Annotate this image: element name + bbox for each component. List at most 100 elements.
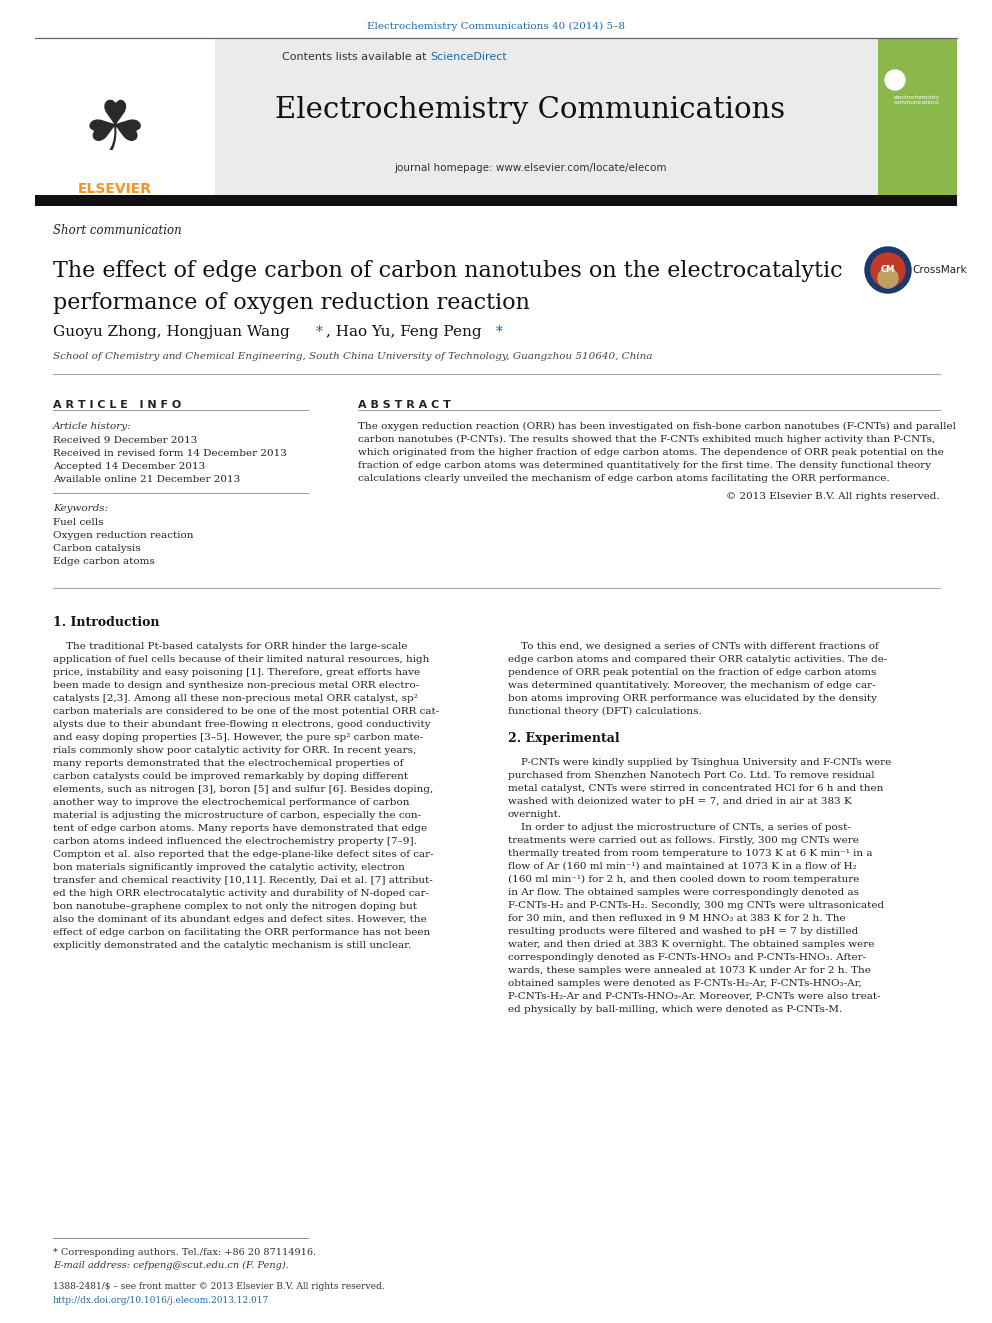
Text: in Ar flow. The obtained samples were correspondingly denoted as: in Ar flow. The obtained samples were co… [508, 888, 859, 897]
Circle shape [885, 70, 905, 90]
Text: ☘: ☘ [84, 97, 146, 164]
Text: P-CNTs-H₂-Ar and P-CNTs-HNO₃-Ar. Moreover, P-CNTs were also treat-: P-CNTs-H₂-Ar and P-CNTs-HNO₃-Ar. Moreove… [508, 992, 881, 1002]
Text: To this end, we designed a series of CNTs with different fractions of: To this end, we designed a series of CNT… [508, 642, 879, 651]
Text: CrossMark: CrossMark [912, 265, 966, 275]
Text: wards, these samples were annealed at 1073 K under Ar for 2 h. The: wards, these samples were annealed at 10… [508, 966, 871, 975]
Text: tent of edge carbon atoms. Many reports have demonstrated that edge: tent of edge carbon atoms. Many reports … [53, 824, 428, 833]
Text: * Corresponding authors. Tel./fax: +86 20 87114916.: * Corresponding authors. Tel./fax: +86 2… [53, 1248, 316, 1257]
Text: elements, such as nitrogen [3], boron [5] and sulfur [6]. Besides doping,: elements, such as nitrogen [3], boron [5… [53, 785, 434, 794]
Text: carbon atoms indeed influenced the electrochemistry property [7–9].: carbon atoms indeed influenced the elect… [53, 837, 417, 845]
Text: price, instability and easy poisoning [1]. Therefore, great efforts have: price, instability and easy poisoning [1… [53, 668, 421, 677]
Text: resulting products were filtered and washed to pH = 7 by distilled: resulting products were filtered and was… [508, 927, 858, 935]
Text: *: * [496, 325, 503, 339]
Text: functional theory (DFT) calculations.: functional theory (DFT) calculations. [508, 706, 701, 716]
Text: been made to design and synthesize non-precious metal ORR electro-: been made to design and synthesize non-p… [53, 681, 420, 691]
Text: also the dominant of its abundant edges and defect sites. However, the: also the dominant of its abundant edges … [53, 916, 427, 923]
Text: edge carbon atoms and compared their ORR catalytic activities. The de-: edge carbon atoms and compared their ORR… [508, 655, 888, 664]
Text: The effect of edge carbon of carbon nanotubes on the electrocatalytic: The effect of edge carbon of carbon nano… [53, 261, 842, 282]
Circle shape [865, 247, 911, 292]
Text: Guoyu Zhong, Hongjuan Wang: Guoyu Zhong, Hongjuan Wang [53, 325, 295, 339]
Text: Received in revised form 14 December 2013: Received in revised form 14 December 201… [53, 448, 287, 458]
Text: performance of oxygen reduction reaction: performance of oxygen reduction reaction [53, 292, 530, 314]
Bar [35, 38, 957, 194]
Text: The oxygen reduction reaction (ORR) has been investigated on fish-bone carbon na: The oxygen reduction reaction (ORR) has … [358, 422, 956, 431]
Text: Received 9 December 2013: Received 9 December 2013 [53, 437, 197, 445]
Text: © 2013 Elsevier B.V. All rights reserved.: © 2013 Elsevier B.V. All rights reserved… [726, 492, 940, 501]
Text: effect of edge carbon on facilitating the ORR performance has not been: effect of edge carbon on facilitating th… [53, 927, 431, 937]
Text: School of Chemistry and Chemical Engineering, South China University of Technolo: School of Chemistry and Chemical Enginee… [53, 352, 653, 361]
Text: bon atoms improving ORR performance was elucidated by the density: bon atoms improving ORR performance was … [508, 695, 877, 703]
Text: purchased from Shenzhen Nanotech Port Co. Ltd. To remove residual: purchased from Shenzhen Nanotech Port Co… [508, 771, 875, 781]
Text: carbon catalysts could be improved remarkably by doping different: carbon catalysts could be improved remar… [53, 773, 408, 781]
Text: Fuel cells: Fuel cells [53, 519, 103, 527]
Text: 1. Introduction: 1. Introduction [53, 617, 160, 628]
Text: bon nanotube–graphene complex to not only the nitrogen doping but: bon nanotube–graphene complex to not onl… [53, 902, 417, 912]
Text: 1388-2481/$ – see front matter © 2013 Elsevier B.V. All rights reserved.: 1388-2481/$ – see front matter © 2013 El… [53, 1282, 385, 1291]
Text: Compton et al. also reported that the edge-plane-like defect sites of car-: Compton et al. also reported that the ed… [53, 849, 434, 859]
Text: washed with deionized water to pH = 7, and dried in air at 383 K: washed with deionized water to pH = 7, a… [508, 796, 852, 806]
Text: Accepted 14 December 2013: Accepted 14 December 2013 [53, 462, 205, 471]
Text: carbon materials are considered to be one of the most potential ORR cat-: carbon materials are considered to be on… [53, 706, 439, 716]
Text: obtained samples were denoted as F-CNTs-H₂-Ar, F-CNTs-HNO₃-Ar,: obtained samples were denoted as F-CNTs-… [508, 979, 862, 988]
Text: bon materials significantly improved the catalytic activity, electron: bon materials significantly improved the… [53, 863, 405, 872]
Text: thermally treated from room temperature to 1073 K at 6 K min⁻¹ in a: thermally treated from room temperature … [508, 849, 873, 859]
Text: transfer and chemical reactivity [10,11]. Recently, Dai et al. [7] attribut-: transfer and chemical reactivity [10,11]… [53, 876, 433, 885]
Text: which originated from the higher fraction of edge carbon atoms. The dependence o: which originated from the higher fractio… [358, 448, 943, 456]
Text: 2. Experimental: 2. Experimental [508, 732, 620, 745]
Text: for 30 min, and then refluxed in 9 M HNO₃ at 383 K for 2 h. The: for 30 min, and then refluxed in 9 M HNO… [508, 914, 845, 923]
Text: A R T I C L E   I N F O: A R T I C L E I N F O [53, 400, 182, 410]
Circle shape [871, 253, 905, 287]
Text: CM: CM [881, 266, 895, 274]
Text: (160 ml min⁻¹) for 2 h, and then cooled down to room temperature: (160 ml min⁻¹) for 2 h, and then cooled … [508, 875, 859, 884]
Text: Electrochemistry Communications 40 (2014) 5–8: Electrochemistry Communications 40 (2014… [367, 22, 625, 32]
Text: Electrochemistry Communications: Electrochemistry Communications [275, 97, 785, 124]
Bar [35, 38, 215, 194]
Text: Edge carbon atoms: Edge carbon atoms [53, 557, 155, 566]
Text: , Hao Yu, Feng Peng: , Hao Yu, Feng Peng [326, 325, 486, 339]
Text: ELSEVIER: ELSEVIER [78, 183, 152, 196]
Text: calculations clearly unveiled the mechanism of edge carbon atoms facilitating th: calculations clearly unveiled the mechan… [358, 474, 890, 483]
Text: A B S T R A C T: A B S T R A C T [358, 400, 451, 410]
Text: another way to improve the electrochemical performance of carbon: another way to improve the electrochemic… [53, 798, 410, 807]
Text: Oxygen reduction reaction: Oxygen reduction reaction [53, 531, 193, 540]
Circle shape [878, 269, 898, 288]
Text: carbon nanotubes (P-CNTs). The results showed that the F-CNTs exhibited much hig: carbon nanotubes (P-CNTs). The results s… [358, 435, 935, 445]
Text: Available online 21 December 2013: Available online 21 December 2013 [53, 475, 240, 484]
Text: pendence of ORR peak potential on the fraction of edge carbon atoms: pendence of ORR peak potential on the fr… [508, 668, 876, 677]
Text: In order to adjust the microstructure of CNTs, a series of post-: In order to adjust the microstructure of… [508, 823, 851, 832]
Text: ed the high ORR electrocatalytic activity and durability of N-doped car-: ed the high ORR electrocatalytic activit… [53, 889, 430, 898]
Text: journal homepage: www.elsevier.com/locate/elecom: journal homepage: www.elsevier.com/locat… [394, 163, 667, 173]
Text: material is adjusting the microstructure of carbon, especially the con-: material is adjusting the microstructure… [53, 811, 422, 820]
Text: The traditional Pt-based catalysts for ORR hinder the large-scale: The traditional Pt-based catalysts for O… [53, 642, 408, 651]
Text: *: * [316, 325, 322, 339]
Text: ed physically by ball-milling, which were denoted as P-CNTs-M.: ed physically by ball-milling, which wer… [508, 1005, 842, 1013]
Text: Article history:: Article history: [53, 422, 132, 431]
Text: explicitly demonstrated and the catalytic mechanism is still unclear.: explicitly demonstrated and the catalyti… [53, 941, 412, 950]
Text: http://dx.doi.org/10.1016/j.elecom.2013.12.017: http://dx.doi.org/10.1016/j.elecom.2013.… [53, 1297, 269, 1304]
Text: and easy doping properties [3–5]. However, the pure sp² carbon mate-: and easy doping properties [3–5]. Howeve… [53, 733, 424, 742]
Text: Short communication: Short communication [53, 224, 182, 237]
Text: F-CNTs-H₂ and P-CNTs-H₂. Secondly, 300 mg CNTs were ultrasonicated: F-CNTs-H₂ and P-CNTs-H₂. Secondly, 300 m… [508, 901, 884, 910]
Text: many reports demonstrated that the electrochemical properties of: many reports demonstrated that the elect… [53, 759, 404, 767]
Text: was determined quantitatively. Moreover, the mechanism of edge car-: was determined quantitatively. Moreover,… [508, 681, 876, 691]
Text: overnight.: overnight. [508, 810, 562, 819]
Text: treatments were carried out as follows. Firstly, 300 mg CNTs were: treatments were carried out as follows. … [508, 836, 859, 845]
Text: correspondingly denoted as F-CNTs-HNO₃ and P-CNTs-HNO₃. After-: correspondingly denoted as F-CNTs-HNO₃ a… [508, 953, 866, 962]
Text: flow of Ar (160 ml min⁻¹) and maintained at 1073 K in a flow of H₂: flow of Ar (160 ml min⁻¹) and maintained… [508, 863, 857, 871]
Text: P-CNTs were kindly supplied by Tsinghua University and F-CNTs were: P-CNTs were kindly supplied by Tsinghua … [508, 758, 891, 767]
Text: Contents lists available at: Contents lists available at [282, 52, 430, 62]
Text: metal catalyst, CNTs were stirred in concentrated HCl for 6 h and then: metal catalyst, CNTs were stirred in con… [508, 785, 883, 792]
Text: Keywords:: Keywords: [53, 504, 108, 513]
Text: E-mail address: cefpeng@scut.edu.cn (F. Peng).: E-mail address: cefpeng@scut.edu.cn (F. … [53, 1261, 289, 1270]
Text: ScienceDirect: ScienceDirect [430, 52, 507, 62]
Text: application of fuel cells because of their limited natural resources, high: application of fuel cells because of the… [53, 655, 430, 664]
Text: rials commonly show poor catalytic activity for ORR. In recent years,: rials commonly show poor catalytic activ… [53, 746, 417, 755]
Bar [35, 194, 957, 206]
Text: alysts due to their abundant free-flowing π electrons, good conductivity: alysts due to their abundant free-flowin… [53, 720, 431, 729]
Text: electrochemistry
communications: electrochemistry communications [894, 95, 940, 106]
Text: water, and then dried at 383 K overnight. The obtained samples were: water, and then dried at 383 K overnight… [508, 941, 874, 949]
Text: fraction of edge carbon atoms was determined quantitatively for the first time. : fraction of edge carbon atoms was determ… [358, 460, 931, 470]
Bar [878, 38, 957, 194]
Text: catalysts [2,3]. Among all these non-precious metal ORR catalyst, sp²: catalysts [2,3]. Among all these non-pre… [53, 695, 418, 703]
Text: Carbon catalysis: Carbon catalysis [53, 544, 141, 553]
